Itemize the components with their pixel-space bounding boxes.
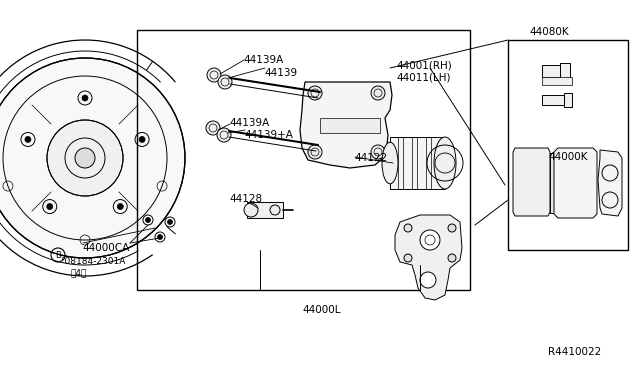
- Circle shape: [420, 272, 436, 288]
- Circle shape: [47, 203, 52, 209]
- Ellipse shape: [382, 142, 398, 184]
- Circle shape: [308, 86, 322, 100]
- Text: 44139A: 44139A: [243, 55, 284, 65]
- Bar: [390, 137, 445, 189]
- Text: 44001(RH): 44001(RH): [396, 60, 452, 70]
- Text: °08184-2301A: °08184-2301A: [60, 257, 125, 266]
- Bar: [247, 202, 283, 218]
- Text: （4）: （4）: [70, 268, 86, 277]
- Bar: [137, 30, 470, 290]
- Polygon shape: [300, 82, 392, 168]
- Text: 44000L: 44000L: [302, 305, 340, 315]
- Polygon shape: [513, 148, 550, 216]
- Text: 44139A: 44139A: [229, 118, 269, 128]
- Circle shape: [404, 224, 412, 232]
- Circle shape: [75, 148, 95, 168]
- Text: 44000CA: 44000CA: [82, 243, 129, 253]
- Circle shape: [117, 203, 124, 209]
- Bar: [320, 118, 380, 133]
- Bar: [398, 137, 403, 189]
- Bar: [542, 95, 564, 105]
- Bar: [412, 137, 417, 189]
- Circle shape: [404, 254, 412, 262]
- Polygon shape: [395, 215, 462, 300]
- Circle shape: [207, 68, 221, 82]
- Text: 44122: 44122: [354, 153, 387, 163]
- Text: B: B: [55, 250, 61, 260]
- Circle shape: [168, 219, 173, 224]
- Circle shape: [82, 95, 88, 101]
- Bar: [508, 40, 628, 250]
- Circle shape: [25, 137, 31, 142]
- Text: 44139: 44139: [264, 68, 297, 78]
- Bar: [542, 65, 560, 77]
- Circle shape: [157, 234, 163, 240]
- Text: 44080K: 44080K: [529, 27, 568, 37]
- Bar: [426, 137, 431, 189]
- Circle shape: [371, 86, 385, 100]
- Circle shape: [371, 145, 385, 159]
- Circle shape: [47, 120, 123, 196]
- Bar: [542, 77, 572, 85]
- Circle shape: [244, 203, 258, 217]
- Circle shape: [206, 121, 220, 135]
- Polygon shape: [554, 148, 597, 218]
- Text: 44011(LH): 44011(LH): [396, 72, 451, 82]
- Text: 44139+A: 44139+A: [244, 130, 293, 140]
- Circle shape: [217, 128, 231, 142]
- Circle shape: [308, 145, 322, 159]
- Circle shape: [0, 58, 185, 258]
- Bar: [550, 153, 578, 213]
- Ellipse shape: [434, 137, 456, 189]
- Circle shape: [270, 205, 280, 215]
- Circle shape: [139, 137, 145, 142]
- Text: 44000K: 44000K: [548, 152, 588, 162]
- Circle shape: [420, 230, 440, 250]
- Circle shape: [448, 254, 456, 262]
- Circle shape: [145, 218, 150, 222]
- Text: 44128: 44128: [229, 194, 262, 204]
- Text: R4410022: R4410022: [548, 347, 601, 357]
- Circle shape: [448, 224, 456, 232]
- Bar: [560, 63, 570, 79]
- Polygon shape: [598, 150, 622, 216]
- Bar: [564, 93, 572, 107]
- Circle shape: [218, 75, 232, 89]
